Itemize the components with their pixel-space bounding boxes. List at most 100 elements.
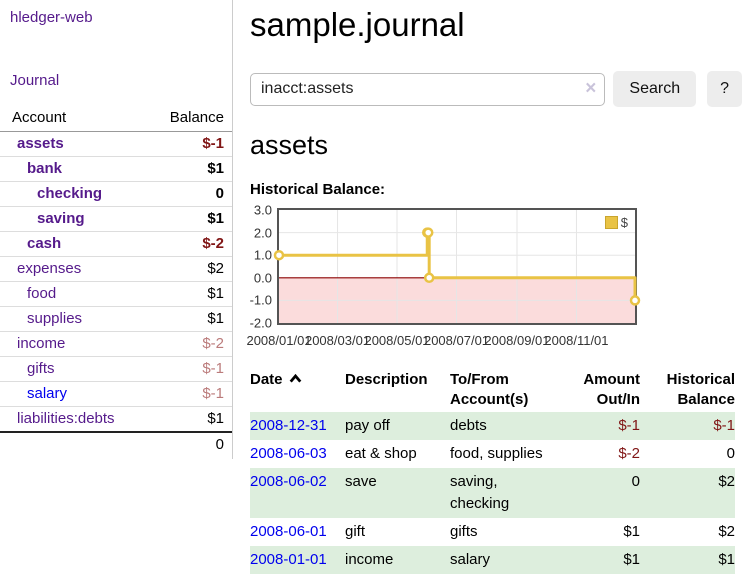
search-button[interactable]: Search <box>613 71 697 107</box>
transaction-description: income <box>345 551 394 568</box>
accounts-total-row: 0 <box>0 431 232 457</box>
help-button[interactable]: ? <box>707 71 742 107</box>
transaction-accounts: gifts <box>450 523 478 540</box>
account-row: bank $1 <box>0 156 232 182</box>
register-row: 2008-06-02 save saving, checking 0 $2 <box>250 468 735 518</box>
transaction-accounts: salary <box>450 551 491 568</box>
register-table-body: 2008-12-31 pay off debts $-1 $-1 2008-06… <box>250 412 735 574</box>
accounts-column-header: To/From Account(s) <box>450 371 529 408</box>
account-balance: $-2 <box>150 231 232 257</box>
account-link[interactable]: gifts <box>27 360 55 377</box>
account-balance: $2 <box>150 256 232 282</box>
account-row: salary $-1 <box>0 381 232 407</box>
account-balance: $1 <box>150 206 232 232</box>
balance-column-header: Balance <box>150 105 232 132</box>
account-balance: $-1 <box>150 131 232 157</box>
y-tick-label: -1.0 <box>249 292 272 308</box>
transaction-date-link[interactable]: 2008-06-01 <box>250 523 327 540</box>
register-header-row: Date Description To/From Account(s) Amou… <box>250 368 735 412</box>
transaction-accounts: food, supplies <box>450 445 543 462</box>
account-link[interactable]: checking <box>37 185 103 202</box>
transaction-date-link[interactable]: 2008-06-03 <box>250 445 327 462</box>
transaction-accounts: debts <box>450 417 487 434</box>
legend-label: $ <box>620 215 628 230</box>
transaction-amount: $1 <box>623 523 640 540</box>
x-tick-label: 2008/03/01 <box>304 333 371 348</box>
sidebar: hledger-web Journal Account Balance asse… <box>0 0 233 459</box>
account-balance: 0 <box>150 181 232 207</box>
account-balance: $1 <box>150 156 232 182</box>
accounts-total-balance: 0 <box>150 431 232 457</box>
y-tick-label: 2.0 <box>253 225 272 241</box>
transaction-balance: 0 <box>726 445 735 462</box>
x-tick-label: 2008/05/01 <box>364 333 430 348</box>
account-row: expenses $2 <box>0 256 232 282</box>
account-row: liabilities:debts $1 <box>0 406 232 432</box>
account-row: saving $1 <box>0 206 232 232</box>
account-row: cash $-2 <box>0 231 232 257</box>
chart-legend: $ <box>602 214 630 231</box>
transaction-accounts: saving, checking <box>450 473 510 512</box>
transaction-amount: $-1 <box>618 417 640 434</box>
register-row: 2008-12-31 pay off debts $-1 $-1 <box>250 412 735 440</box>
account-balance: $-1 <box>150 381 232 407</box>
transaction-balance: $2 <box>718 473 735 490</box>
account-column-header: Account <box>0 105 151 132</box>
y-tick-label: -2.0 <box>249 315 272 331</box>
balance-chart-svg <box>273 210 641 323</box>
x-tick-label: 2008/01/01 <box>246 333 312 348</box>
account-balance: $-2 <box>150 331 232 357</box>
transaction-date-link[interactable]: 2008-12-31 <box>250 417 327 434</box>
caret-up-icon <box>289 373 301 383</box>
account-row: checking 0 <box>0 181 232 207</box>
register-row: 2008-01-01 income salary $1 $1 <box>250 546 735 574</box>
accounts-table-body: assets $-1 bank $1 checking 0 saving $1 … <box>0 131 232 432</box>
account-balance: $-1 <box>150 356 232 382</box>
account-link[interactable]: assets <box>17 135 64 152</box>
sidebar-item-journal[interactable]: Journal <box>10 72 60 89</box>
account-row: gifts $-1 <box>0 356 232 382</box>
transaction-balance: $-1 <box>713 417 735 434</box>
account-heading: assets <box>250 130 329 160</box>
transaction-description: save <box>345 473 377 490</box>
transaction-amount: 0 <box>631 473 640 490</box>
account-link[interactable]: cash <box>27 235 62 252</box>
account-link[interactable]: bank <box>27 160 63 177</box>
x-tick-label: 2008/09/01 <box>484 333 550 348</box>
transaction-date-link[interactable]: 2008-01-01 <box>250 551 327 568</box>
account-link[interactable]: supplies <box>27 310 83 327</box>
account-link[interactable]: saving <box>37 210 85 227</box>
account-link[interactable]: income <box>17 335 66 352</box>
account-link[interactable]: food <box>27 285 57 302</box>
balance-column-header-register: Historical Balance <box>666 371 735 408</box>
register-row: 2008-06-01 gift gifts $1 $2 <box>250 518 735 546</box>
app-title-link[interactable]: hledger-web <box>10 9 93 26</box>
x-tick-label: 2008/07/01 <box>423 333 490 348</box>
amount-column-header: Amount Out/In <box>583 371 640 408</box>
clear-search-icon[interactable]: × <box>585 78 597 100</box>
account-row: assets $-1 <box>0 131 232 157</box>
chart-plot-area: $ <box>273 208 641 325</box>
account-balance: $1 <box>150 406 232 432</box>
y-tick-label: 0.0 <box>253 270 272 286</box>
transaction-date-link[interactable]: 2008-06-02 <box>250 473 327 490</box>
account-link[interactable]: salary <box>27 385 68 402</box>
transaction-amount: $-2 <box>618 445 640 462</box>
account-link[interactable]: expenses <box>17 260 82 277</box>
date-column-header[interactable]: Date <box>250 368 345 412</box>
transaction-description: pay off <box>345 417 390 434</box>
register-table: Date Description To/From Account(s) Amou… <box>250 368 735 574</box>
transaction-description: gift <box>345 523 366 540</box>
accounts-header-row: Account Balance <box>0 105 232 132</box>
main-content: sample.journal × Search ? assets Histori… <box>246 0 742 574</box>
search-input[interactable] <box>250 72 606 106</box>
y-tick-label: 3.0 <box>253 202 272 218</box>
y-tick-label: 1.0 <box>253 247 272 263</box>
account-link[interactable]: liabilities:debts <box>17 410 115 427</box>
transaction-balance: $1 <box>718 551 735 568</box>
x-tick-label: 2008/11/01 <box>544 333 609 348</box>
account-balance: $1 <box>150 281 232 307</box>
page-title: sample.journal <box>250 6 465 43</box>
transaction-balance: $2 <box>718 523 735 540</box>
accounts-table: Account Balance assets $-1 bank $1 check… <box>0 105 232 457</box>
